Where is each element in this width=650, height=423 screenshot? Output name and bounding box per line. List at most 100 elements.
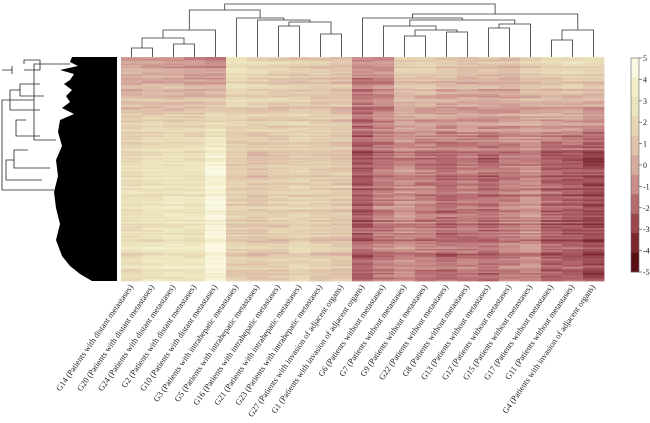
heatmap-cell (310, 265, 332, 267)
heatmap-cell (289, 116, 311, 119)
heatmap-cell (352, 76, 374, 79)
heatmap-cell (331, 93, 353, 96)
heatmap-cell (478, 247, 500, 250)
heatmap-cell (373, 257, 395, 259)
heatmap-cell (436, 90, 458, 93)
heatmap-cell (205, 106, 227, 109)
heatmap-cell (373, 129, 395, 131)
heatmap-cell (268, 258, 290, 261)
heatmap-cell (436, 210, 458, 213)
heatmap-cell (415, 207, 437, 210)
heatmap-cell (478, 205, 500, 208)
heatmap-cell (121, 122, 143, 125)
heatmap-cell (415, 117, 437, 120)
heatmap-cell (436, 74, 458, 77)
heatmap-cell (184, 241, 206, 243)
heatmap-cell (520, 196, 542, 199)
heatmap-cell (499, 180, 521, 183)
heatmap-cell (562, 242, 584, 245)
heatmap-cell (415, 161, 437, 163)
heatmap-cell (583, 194, 605, 197)
heatmap-cell (583, 277, 605, 280)
heatmap-cell (457, 138, 479, 141)
heatmap-cell (373, 65, 395, 67)
heatmap-cell (352, 183, 374, 186)
heatmap-cell (289, 199, 311, 202)
heatmap-cell (121, 76, 143, 79)
heatmap-cell (394, 143, 416, 146)
heatmap-cell (478, 76, 500, 79)
heatmap-cell (373, 258, 395, 261)
heatmap-cell (562, 116, 584, 119)
heatmap-cell (415, 77, 437, 80)
heatmap-cell (268, 233, 290, 235)
heatmap-cell (268, 212, 290, 215)
legend-tick-label: -5 (643, 268, 650, 277)
heatmap-cell (478, 135, 500, 138)
heatmap-cell (352, 189, 374, 192)
heatmap-cell (520, 76, 542, 79)
heatmap-cell (394, 153, 416, 155)
heatmap-cell (583, 229, 605, 232)
heatmap-cell (436, 229, 458, 232)
heatmap-cell (562, 181, 584, 184)
heatmap-cell (268, 141, 290, 144)
heatmap-cell (394, 61, 416, 64)
heatmap-cell (394, 137, 416, 139)
heatmap-cell (163, 169, 185, 171)
heatmap-cell (541, 122, 563, 125)
heatmap-cell (562, 218, 584, 221)
heatmap-cell (331, 213, 353, 216)
heatmap-cell (331, 202, 353, 205)
heatmap-cell (583, 185, 605, 187)
legend-tick-label: 3 (643, 97, 647, 106)
heatmap-cell (352, 164, 374, 167)
heatmap-cell (205, 234, 227, 237)
heatmap-cell (247, 209, 269, 211)
heatmap-cell (331, 172, 353, 175)
heatmap-cell (289, 89, 311, 91)
heatmap-cell (436, 106, 458, 109)
heatmap-cell (373, 196, 395, 199)
heatmap-cell (562, 215, 584, 218)
heatmap-cell (184, 183, 206, 186)
heatmap-cell (142, 271, 164, 274)
heatmap-cell (121, 57, 143, 59)
heatmap-cell (268, 148, 290, 151)
heatmap-cell (478, 269, 500, 272)
heatmap-cell (247, 114, 269, 117)
heatmap-cell (352, 146, 374, 149)
heatmap-cell (541, 121, 563, 123)
heatmap-cell (205, 113, 227, 115)
heatmap-cell (205, 151, 227, 154)
heatmap-cell (142, 125, 164, 128)
heatmap-cell (247, 93, 269, 96)
heatmap-cell (499, 156, 521, 159)
heatmap-cell (121, 161, 143, 163)
heatmap-cell (583, 114, 605, 117)
heatmap-cell (562, 255, 584, 258)
heatmap-cell (415, 271, 437, 274)
heatmap-cell (268, 277, 290, 280)
heatmap-cell (163, 130, 185, 133)
heatmap-cell (415, 237, 437, 240)
heatmap-cell (394, 233, 416, 235)
heatmap-cell (142, 92, 164, 95)
heatmap-cell (352, 221, 374, 224)
heatmap-cell (394, 212, 416, 215)
heatmap-cell (247, 101, 269, 104)
heatmap-cell (205, 279, 227, 282)
heatmap-cell (121, 258, 143, 261)
heatmap-cell (121, 249, 143, 251)
heatmap-cell (478, 154, 500, 157)
heatmap-cell (142, 148, 164, 151)
heatmap-cell (520, 164, 542, 167)
heatmap-cell (583, 258, 605, 261)
heatmap-cell (121, 213, 143, 216)
heatmap-cell (121, 228, 143, 231)
heatmap-cell (331, 77, 353, 80)
heatmap-cell (289, 212, 311, 215)
heatmap-cell (184, 109, 206, 112)
heatmap-cell (541, 165, 563, 168)
heatmap-cell (373, 90, 395, 93)
